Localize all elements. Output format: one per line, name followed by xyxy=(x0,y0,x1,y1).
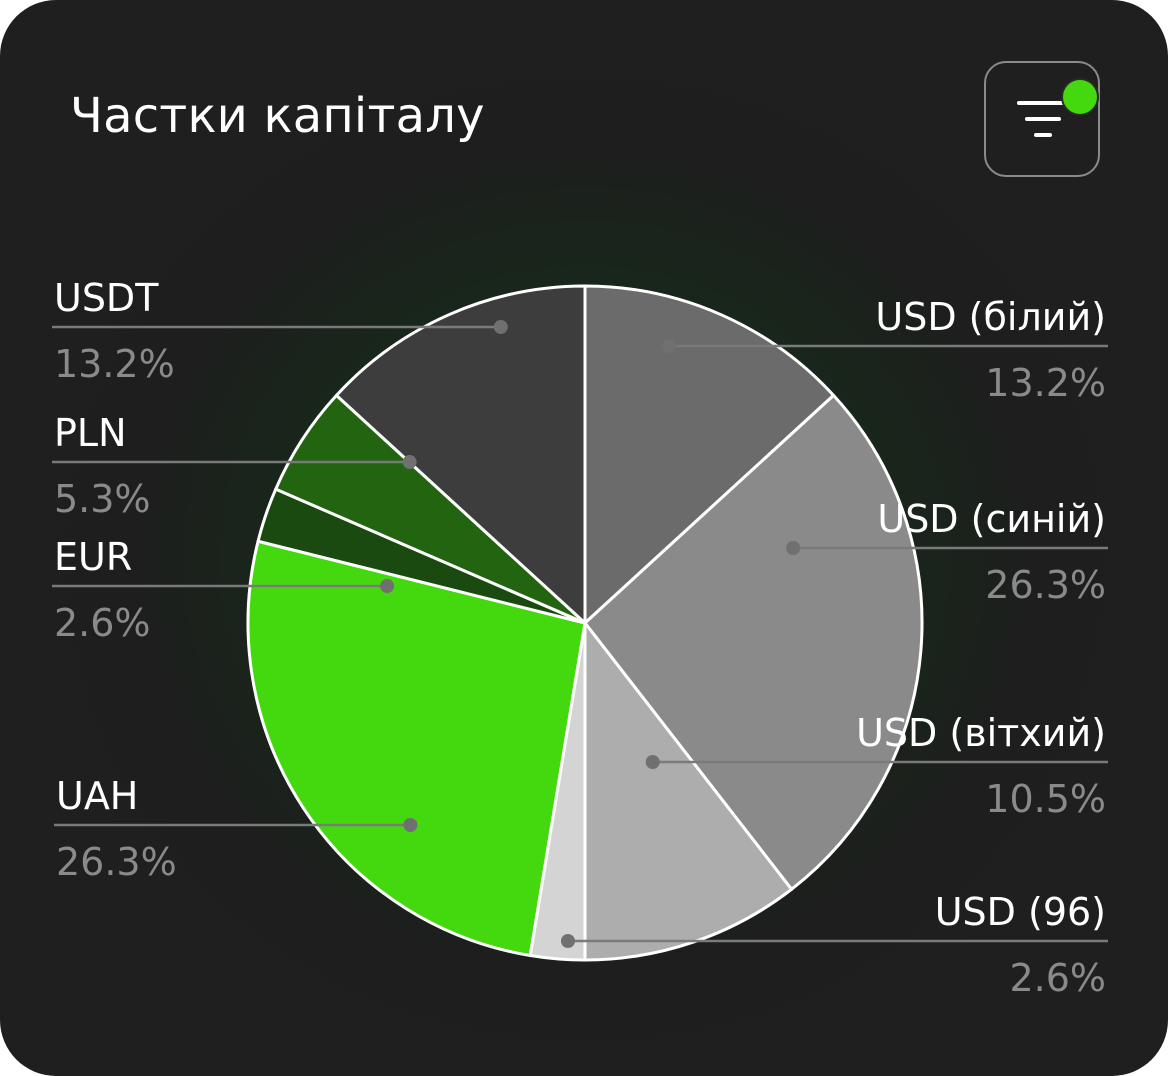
slice-value-usd-синій: 26.3% xyxy=(985,563,1106,607)
leader-dot-usd-синій xyxy=(786,541,801,555)
slice-label-usd-вітхий: USD (вітхий) xyxy=(856,711,1106,755)
slice-label-uah: UAH xyxy=(56,774,138,818)
slice-label-usd-96: USD (96) xyxy=(935,890,1106,934)
leader-dot-uah xyxy=(403,818,418,832)
filter-active-indicator xyxy=(1061,78,1099,116)
leader-dot-usd-білий xyxy=(662,339,677,353)
pie-slice-uah[interactable] xyxy=(246,539,587,958)
slice-value-usd-вітхий: 10.5% xyxy=(985,777,1106,821)
slice-label-eur: EUR xyxy=(54,535,132,579)
slice-value-pln: 5.3% xyxy=(54,477,151,521)
slice-value-usd-білий: 13.2% xyxy=(985,361,1106,405)
pie-slice-usd-білий[interactable] xyxy=(583,284,836,625)
slice-label-usd-синій: USD (синій) xyxy=(877,497,1106,541)
page-title: Частки капіталу xyxy=(70,88,485,144)
leader-dot-usd-вітхий xyxy=(645,755,660,769)
leader-dot-pln xyxy=(402,455,417,469)
slice-value-usd-96: 2.6% xyxy=(1009,956,1106,1000)
pie-slice-usd-синій[interactable] xyxy=(583,393,924,891)
leader-dot-usdt xyxy=(493,320,508,334)
slice-label-usdt: USDT xyxy=(54,276,159,320)
filter-button[interactable] xyxy=(984,61,1100,177)
slice-value-uah: 26.3% xyxy=(56,840,177,884)
leader-dot-eur xyxy=(380,579,395,593)
slice-value-eur: 2.6% xyxy=(54,601,151,645)
leader-dot-usd-96 xyxy=(560,934,575,948)
slice-value-usdt: 13.2% xyxy=(54,342,175,386)
slice-label-usd-білий: USD (білий) xyxy=(875,295,1106,339)
slice-label-pln: PLN xyxy=(54,411,127,455)
pie-slice-usdt[interactable] xyxy=(334,284,587,625)
